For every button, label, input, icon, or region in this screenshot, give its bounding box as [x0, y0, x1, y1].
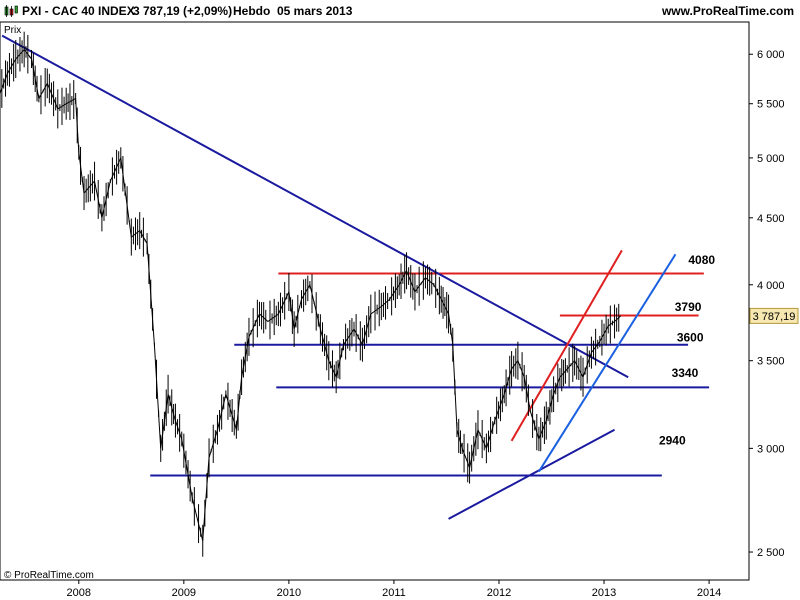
last-price-label: 3 787,19 — [753, 311, 796, 323]
y-tick-label: 3 500 — [757, 356, 785, 368]
y-tick-label: 6 000 — [757, 49, 785, 61]
level-label-4080: 4080 — [688, 253, 715, 267]
candlestick-icon — [4, 5, 18, 17]
y-axis-label: Prix — [4, 25, 21, 36]
level-label-3340: 3340 — [672, 366, 699, 380]
price-change: 3 787,19 (+2,09%) — [133, 4, 233, 18]
y-tick-label: 2 500 — [757, 547, 785, 559]
trendline-long-downtrend — [1, 34, 629, 379]
x-axis: 2008 2009 2010 2011 2012 2013 2014 — [67, 580, 721, 599]
x-tick-label: 2009 — [172, 587, 196, 599]
trendline-lower-uptrend — [448, 428, 616, 520]
level-label-3600: 3600 — [677, 331, 704, 345]
source-link[interactable]: www.ProRealTime.com — [661, 4, 794, 18]
x-tick-label: 2010 — [277, 587, 301, 599]
y-tick-label: 5 000 — [757, 153, 785, 165]
plot-area-border — [0, 21, 750, 581]
y-tick-label: 3 000 — [757, 443, 785, 455]
level-label-3790: 3790 — [675, 300, 702, 314]
copyright-notice: © ProRealTime.com — [4, 570, 94, 581]
x-tick-label: 2013 — [592, 587, 616, 599]
y-tick-label: 4 000 — [757, 280, 785, 292]
horizontal-levels — [150, 272, 710, 477]
level-labels: 4080 3790 3600 3340 2940 — [659, 253, 715, 448]
x-tick-label: 2011 — [382, 587, 406, 599]
y-axis: 2 500 3 000 3 500 4 000 4 500 5 000 5 500 6 000 — [749, 49, 785, 559]
y-tick-label: 4 500 — [757, 213, 785, 225]
y-tick-label: 5 500 — [757, 99, 785, 111]
chart-header: PXI - CAC 40 INDEX 3 787,19 (+2,09%) Heb… — [0, 0, 800, 22]
price-series — [0, 31, 622, 557]
x-tick-label: 2008 — [67, 587, 91, 599]
instrument-title: PXI - CAC 40 INDEX — [22, 4, 135, 18]
price-line — [0, 48, 622, 541]
trendline-channel-blue — [538, 253, 677, 473]
period-date: Hebdo 05 mars 2013 — [233, 4, 353, 18]
level-label-2940: 2940 — [659, 434, 686, 448]
x-tick-label: 2014 — [697, 587, 721, 599]
last-price-badge: 3 787,19 — [749, 307, 799, 324]
trendlines — [1, 34, 677, 520]
x-tick-label: 2012 — [487, 587, 511, 599]
